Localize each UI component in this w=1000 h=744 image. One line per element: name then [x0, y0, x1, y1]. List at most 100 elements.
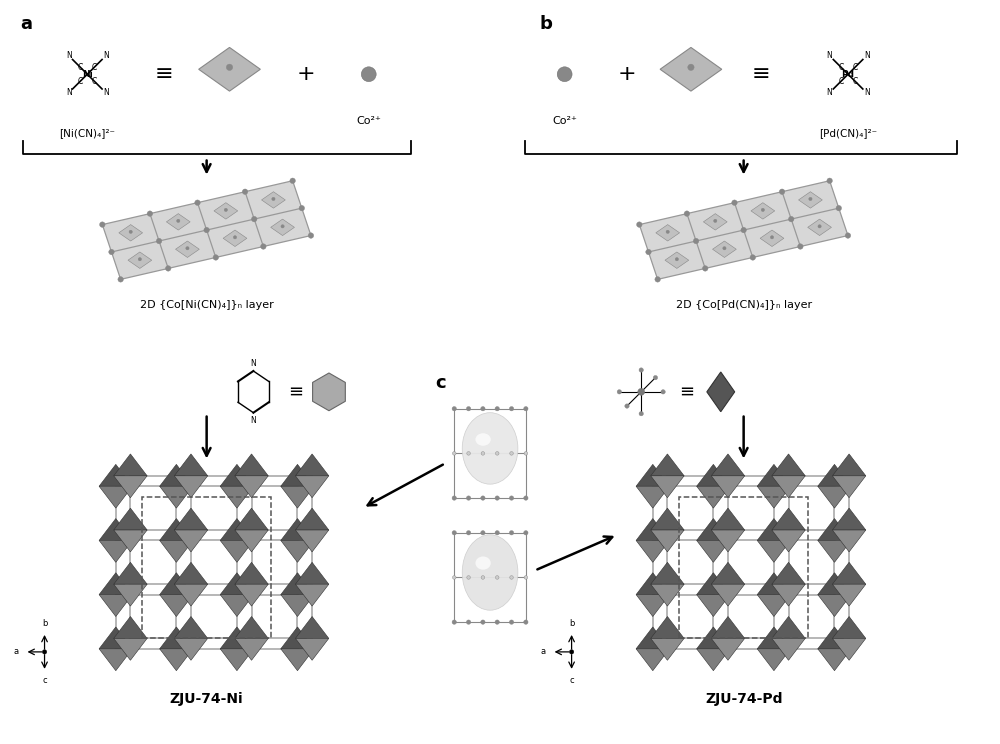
Circle shape [688, 64, 694, 71]
Circle shape [281, 225, 284, 228]
Polygon shape [271, 219, 294, 236]
Polygon shape [281, 540, 314, 562]
Ellipse shape [475, 433, 491, 446]
Polygon shape [223, 230, 247, 246]
Circle shape [569, 650, 574, 654]
Circle shape [510, 452, 513, 455]
Polygon shape [818, 649, 851, 670]
Text: ≡: ≡ [751, 64, 770, 84]
Text: b: b [42, 619, 47, 628]
Polygon shape [696, 230, 753, 269]
Polygon shape [651, 562, 684, 584]
Text: [Pd(CN)₄]²⁻: [Pd(CN)₄]²⁻ [819, 128, 877, 138]
Polygon shape [295, 638, 329, 660]
Text: C: C [92, 62, 97, 71]
Polygon shape [99, 649, 133, 670]
Polygon shape [636, 464, 670, 487]
Circle shape [625, 404, 629, 408]
Polygon shape [757, 540, 791, 562]
Circle shape [452, 620, 456, 624]
Circle shape [467, 576, 470, 580]
Polygon shape [295, 530, 329, 552]
Polygon shape [220, 627, 254, 649]
Text: ZJU-74-Pd: ZJU-74-Pd [705, 693, 782, 707]
Text: a: a [541, 647, 546, 656]
Polygon shape [697, 627, 730, 649]
Polygon shape [639, 214, 696, 252]
Polygon shape [818, 487, 851, 508]
Polygon shape [235, 617, 268, 638]
Circle shape [290, 178, 295, 184]
Circle shape [702, 266, 708, 271]
Polygon shape [757, 519, 791, 540]
Polygon shape [114, 508, 147, 530]
Ellipse shape [462, 413, 518, 484]
Polygon shape [651, 454, 684, 476]
Circle shape [272, 197, 275, 201]
Bar [142, 497, 271, 638]
Polygon shape [99, 487, 133, 508]
Polygon shape [711, 476, 745, 498]
Text: N: N [827, 51, 832, 60]
Circle shape [495, 620, 499, 624]
Polygon shape [772, 454, 805, 476]
Polygon shape [818, 464, 851, 487]
Polygon shape [176, 241, 199, 257]
Circle shape [147, 211, 153, 217]
Polygon shape [697, 573, 730, 594]
Polygon shape [651, 508, 684, 530]
Circle shape [639, 368, 643, 372]
Polygon shape [636, 487, 670, 508]
Text: N: N [251, 359, 256, 368]
Circle shape [226, 64, 233, 71]
Polygon shape [651, 584, 684, 606]
Circle shape [481, 452, 485, 455]
Circle shape [452, 530, 456, 535]
Polygon shape [772, 476, 805, 498]
Text: ≡: ≡ [289, 383, 304, 401]
Circle shape [770, 236, 774, 239]
Polygon shape [174, 617, 208, 638]
Text: C: C [853, 77, 858, 86]
Polygon shape [254, 208, 311, 246]
Circle shape [524, 576, 528, 580]
Circle shape [509, 620, 514, 624]
Polygon shape [220, 594, 254, 617]
Text: ZJU-74-Ni: ZJU-74-Ni [170, 693, 243, 707]
Polygon shape [711, 454, 745, 476]
Circle shape [204, 228, 209, 233]
Polygon shape [636, 540, 670, 562]
Circle shape [845, 233, 851, 238]
Text: N: N [864, 89, 870, 97]
Polygon shape [295, 584, 329, 606]
Polygon shape [166, 214, 190, 230]
Polygon shape [711, 584, 745, 606]
Circle shape [732, 200, 737, 205]
Text: N: N [864, 51, 870, 60]
Polygon shape [772, 617, 805, 638]
Circle shape [156, 238, 162, 244]
Circle shape [779, 189, 785, 194]
Polygon shape [711, 530, 745, 552]
Polygon shape [832, 476, 866, 498]
Circle shape [481, 576, 485, 580]
Circle shape [233, 236, 237, 239]
Text: c: c [569, 676, 574, 684]
Circle shape [195, 200, 200, 205]
Circle shape [481, 620, 485, 624]
Text: C: C [78, 77, 83, 86]
Circle shape [109, 249, 114, 254]
Circle shape [509, 496, 514, 500]
Text: C: C [853, 62, 858, 71]
Circle shape [509, 406, 514, 411]
Polygon shape [220, 519, 254, 540]
Polygon shape [772, 530, 805, 552]
Text: C: C [92, 77, 97, 86]
Polygon shape [197, 192, 254, 230]
Circle shape [138, 257, 141, 261]
Polygon shape [281, 594, 314, 617]
Polygon shape [111, 241, 168, 280]
Circle shape [714, 219, 717, 222]
Polygon shape [295, 562, 329, 584]
Polygon shape [757, 627, 791, 649]
